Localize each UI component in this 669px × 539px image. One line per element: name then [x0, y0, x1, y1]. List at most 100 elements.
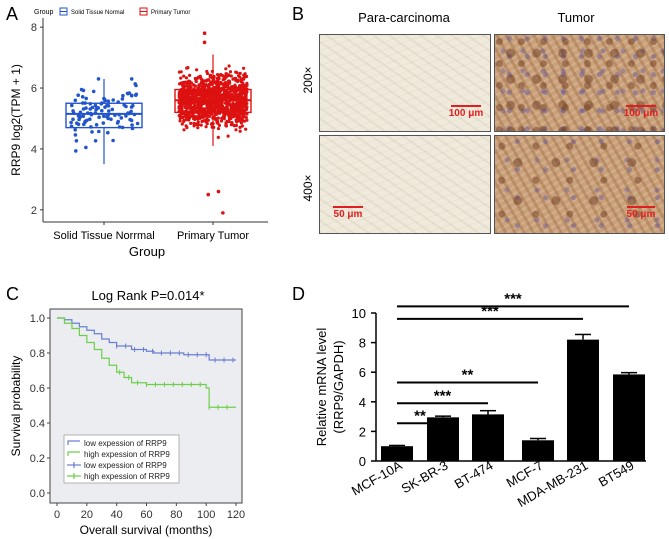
y-tick-label: 6 — [31, 83, 37, 95]
outlier-point — [202, 31, 207, 36]
data-point — [184, 96, 188, 100]
data-point — [200, 81, 204, 85]
data-point — [229, 74, 233, 78]
bar-y-label-line2: (RRP9/GAPDH) — [331, 340, 346, 433]
bar-bt549 — [613, 374, 645, 461]
data-point — [239, 121, 243, 125]
km-x-tick-label: 0 — [54, 509, 60, 521]
data-point — [84, 96, 88, 101]
data-point — [215, 91, 219, 95]
bar-y-tick-label: 0 — [359, 454, 366, 469]
significance-label: ** — [462, 367, 474, 384]
km-y-tick-label: 1.0 — [30, 313, 45, 325]
data-point — [239, 80, 243, 84]
km-legend-label: low expession of RRP9 — [84, 461, 167, 470]
data-point — [106, 99, 111, 103]
data-point — [111, 98, 115, 102]
significance-label: ** — [414, 407, 426, 424]
data-point — [177, 70, 182, 74]
data-point — [224, 67, 228, 71]
data-point — [202, 112, 206, 116]
km-survival-curve — [57, 317, 236, 361]
data-point — [200, 78, 204, 82]
data-point — [76, 93, 80, 97]
data-point — [229, 114, 234, 118]
data-point — [109, 117, 113, 121]
data-point — [234, 96, 239, 100]
data-point — [134, 93, 138, 97]
significance-label: *** — [481, 303, 499, 320]
data-point — [211, 89, 215, 93]
data-point — [201, 101, 205, 106]
data-point — [232, 77, 236, 81]
data-point — [207, 82, 212, 86]
significance-label: *** — [504, 290, 522, 307]
data-point — [228, 93, 232, 98]
data-point — [70, 103, 74, 108]
data-point — [85, 118, 89, 123]
column-label-tumor: Tumor — [557, 10, 595, 25]
data-point — [198, 107, 202, 111]
data-point — [193, 104, 197, 108]
data-point — [178, 116, 182, 120]
y-tick-label: 8 — [31, 22, 37, 34]
data-point — [245, 101, 249, 106]
data-point — [205, 101, 209, 105]
data-point — [187, 106, 191, 110]
data-point — [191, 93, 195, 97]
km-legend-label: low expession of RRP9 — [84, 439, 167, 448]
data-point — [183, 105, 187, 109]
data-point — [75, 121, 79, 125]
data-point — [224, 107, 228, 111]
data-point — [82, 122, 86, 127]
data-point — [106, 130, 110, 135]
data-point — [227, 73, 231, 77]
km-y-tick-label: 0.2 — [30, 453, 45, 465]
data-point — [180, 94, 184, 99]
panel-label-c: C — [6, 284, 19, 304]
data-point — [74, 139, 79, 143]
data-point — [221, 95, 225, 99]
data-point — [213, 107, 217, 111]
data-point — [187, 85, 191, 89]
data-point — [226, 86, 230, 90]
data-point — [97, 115, 101, 119]
box — [65, 102, 143, 129]
data-point — [81, 114, 86, 118]
data-point — [216, 127, 221, 131]
x-tick-label: Primary Tumor — [177, 230, 249, 242]
data-point — [209, 73, 213, 77]
bar-category-label: SK-BR-3 — [399, 458, 451, 497]
data-point — [222, 117, 226, 121]
data-point — [230, 104, 234, 108]
data-point — [207, 106, 212, 110]
km-y-tick-label: 0.0 — [30, 488, 45, 500]
bar-y-label-line1: Relative mRNA level — [314, 328, 329, 447]
data-point — [245, 118, 249, 122]
data-point — [180, 122, 184, 126]
data-point — [84, 145, 88, 150]
data-point — [187, 96, 191, 100]
data-point — [189, 91, 193, 96]
data-point — [119, 116, 124, 120]
data-point — [186, 116, 190, 120]
data-point — [225, 119, 229, 123]
data-point — [217, 101, 221, 105]
data-point — [200, 119, 204, 124]
data-point — [188, 73, 192, 77]
data-point — [91, 89, 96, 94]
data-point — [110, 107, 115, 112]
data-point — [179, 100, 183, 104]
data-point — [201, 96, 205, 100]
data-point — [230, 85, 234, 89]
data-point — [223, 74, 228, 78]
data-point — [191, 101, 195, 105]
data-point — [129, 109, 133, 114]
outlier-point — [202, 40, 207, 45]
data-point — [242, 66, 246, 70]
data-point — [94, 123, 99, 127]
data-point — [124, 114, 128, 118]
data-point — [73, 133, 78, 137]
km-x-tick-label: 80 — [170, 509, 182, 521]
